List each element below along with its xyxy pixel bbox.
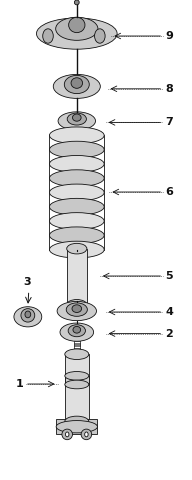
Ellipse shape: [65, 380, 89, 389]
Ellipse shape: [66, 303, 87, 316]
Ellipse shape: [50, 170, 104, 187]
Ellipse shape: [69, 17, 85, 33]
Text: 8: 8: [165, 84, 173, 94]
Text: 5: 5: [165, 271, 173, 281]
Ellipse shape: [50, 227, 104, 244]
Ellipse shape: [65, 416, 89, 427]
Ellipse shape: [81, 429, 92, 440]
Ellipse shape: [62, 429, 73, 440]
Ellipse shape: [67, 113, 86, 125]
Text: 6: 6: [165, 187, 173, 197]
Ellipse shape: [50, 141, 104, 158]
Text: 4: 4: [165, 307, 173, 317]
Ellipse shape: [85, 432, 88, 437]
Ellipse shape: [14, 307, 42, 327]
Ellipse shape: [50, 241, 104, 258]
Ellipse shape: [65, 349, 89, 360]
Ellipse shape: [64, 75, 89, 94]
Text: 9: 9: [165, 31, 173, 41]
Ellipse shape: [67, 300, 87, 310]
Ellipse shape: [74, 0, 79, 5]
Ellipse shape: [67, 243, 87, 254]
Ellipse shape: [94, 29, 105, 43]
Ellipse shape: [43, 29, 53, 43]
Ellipse shape: [21, 309, 35, 322]
Ellipse shape: [72, 305, 82, 312]
Ellipse shape: [71, 78, 83, 88]
Ellipse shape: [65, 432, 69, 437]
Text: 7: 7: [165, 118, 173, 127]
Ellipse shape: [60, 323, 94, 341]
Text: 1: 1: [15, 379, 23, 389]
Ellipse shape: [56, 17, 98, 40]
Ellipse shape: [53, 74, 100, 98]
Bar: [65, 376, 89, 384]
Ellipse shape: [56, 420, 98, 433]
Ellipse shape: [73, 326, 81, 333]
Ellipse shape: [58, 112, 96, 130]
Text: 2: 2: [165, 329, 173, 338]
Ellipse shape: [50, 213, 104, 229]
Ellipse shape: [57, 301, 97, 321]
Bar: [56, 419, 98, 434]
Ellipse shape: [65, 372, 89, 380]
Bar: [67, 249, 87, 305]
Text: 3: 3: [23, 277, 31, 287]
Ellipse shape: [73, 114, 81, 121]
Ellipse shape: [50, 156, 104, 172]
Ellipse shape: [50, 127, 104, 144]
Ellipse shape: [68, 324, 85, 337]
Ellipse shape: [36, 18, 117, 49]
Ellipse shape: [25, 311, 31, 318]
Ellipse shape: [50, 184, 104, 201]
Bar: [65, 354, 89, 421]
Ellipse shape: [50, 198, 104, 215]
